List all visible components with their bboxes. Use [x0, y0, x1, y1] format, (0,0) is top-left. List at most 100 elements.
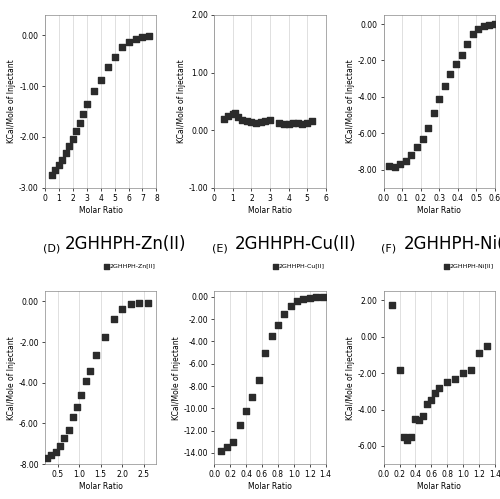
Point: [475, 349, 483, 357]
Point: [444, 378, 452, 386]
Point: [255, 377, 263, 385]
X-axis label: Molar Ratio: Molar Ratio: [79, 482, 122, 491]
Point: [312, 293, 320, 301]
Point: [224, 112, 232, 120]
Point: [248, 118, 256, 126]
Point: [306, 294, 314, 302]
Point: [96, 76, 104, 84]
Point: [424, 124, 432, 132]
Text: (D): (D): [43, 244, 60, 253]
Point: [236, 421, 244, 429]
Point: [308, 117, 316, 125]
Legend: 2GHHPH-Ni[II]: 2GHHPH-Ni[II]: [444, 263, 494, 269]
Point: [452, 60, 460, 68]
Point: [293, 297, 301, 305]
Point: [248, 393, 256, 401]
Point: [55, 161, 63, 169]
Point: [446, 70, 454, 78]
Point: [298, 120, 306, 128]
Point: [420, 412, 428, 420]
Point: [118, 43, 126, 51]
Point: [261, 349, 269, 357]
Point: [56, 442, 64, 450]
Point: [86, 367, 94, 375]
Point: [242, 407, 250, 415]
Legend: 2GHHPH-Cu[II]: 2GHHPH-Cu[II]: [273, 263, 325, 269]
Point: [230, 438, 237, 446]
Point: [286, 302, 294, 310]
Text: (F): (F): [382, 244, 396, 253]
Point: [402, 157, 410, 165]
Point: [92, 351, 100, 359]
Point: [52, 166, 60, 174]
Point: [101, 333, 109, 341]
Point: [404, 436, 411, 444]
Text: 2GHHPH-Ni(II): 2GHHPH-Ni(II): [404, 236, 500, 253]
Point: [234, 113, 241, 121]
Point: [62, 149, 70, 157]
Point: [83, 100, 91, 108]
Point: [458, 51, 466, 59]
Point: [69, 413, 77, 421]
Point: [118, 304, 126, 312]
Point: [262, 117, 270, 125]
Point: [266, 116, 274, 124]
Y-axis label: KCal/Mole of Injectant: KCal/Mole of Injectant: [176, 59, 186, 143]
Point: [436, 95, 444, 103]
Point: [483, 342, 491, 350]
Point: [256, 118, 264, 126]
Point: [72, 127, 80, 135]
Point: [230, 109, 238, 117]
Point: [73, 403, 81, 411]
Point: [58, 156, 66, 164]
Y-axis label: KCal/Mole of Injectant: KCal/Mole of Injectant: [7, 59, 16, 143]
Point: [144, 299, 152, 307]
Legend: 2GHHPH-Zn[II]: 2GHHPH-Zn[II]: [104, 263, 156, 269]
Point: [110, 52, 118, 60]
Point: [424, 400, 432, 408]
Point: [78, 391, 86, 399]
Point: [486, 21, 494, 29]
Point: [276, 119, 283, 127]
Point: [124, 38, 132, 46]
Text: 2GHHPH-Cu(II): 2GHHPH-Cu(II): [234, 236, 356, 253]
Point: [52, 448, 60, 456]
Point: [48, 451, 56, 459]
Point: [459, 369, 467, 377]
Point: [238, 116, 246, 124]
Point: [69, 135, 77, 143]
Point: [80, 110, 88, 118]
Point: [418, 135, 426, 143]
Point: [146, 32, 154, 40]
Point: [474, 24, 482, 32]
X-axis label: Molar Ratio: Molar Ratio: [79, 206, 122, 215]
Point: [400, 433, 407, 441]
Point: [480, 21, 488, 29]
Point: [430, 109, 438, 117]
Point: [280, 310, 288, 318]
Point: [388, 301, 396, 309]
Point: [43, 454, 51, 462]
Point: [416, 417, 424, 425]
Point: [396, 160, 404, 168]
Point: [138, 33, 146, 41]
Point: [229, 110, 237, 118]
Y-axis label: KCal/Mole of Injectant: KCal/Mole of Injectant: [7, 336, 16, 420]
Point: [391, 163, 399, 171]
Point: [104, 63, 112, 71]
Point: [132, 35, 140, 43]
Point: [441, 82, 449, 90]
Point: [396, 366, 404, 374]
Point: [126, 300, 134, 308]
Point: [436, 384, 444, 392]
Y-axis label: KCal/Mole of Injectant: KCal/Mole of Injectant: [172, 336, 181, 420]
Point: [300, 295, 308, 303]
Point: [294, 119, 302, 127]
Point: [76, 119, 84, 127]
Point: [274, 321, 282, 329]
Point: [491, 19, 499, 27]
Point: [432, 389, 440, 397]
Point: [90, 87, 98, 95]
Point: [318, 293, 326, 301]
Point: [451, 375, 459, 383]
